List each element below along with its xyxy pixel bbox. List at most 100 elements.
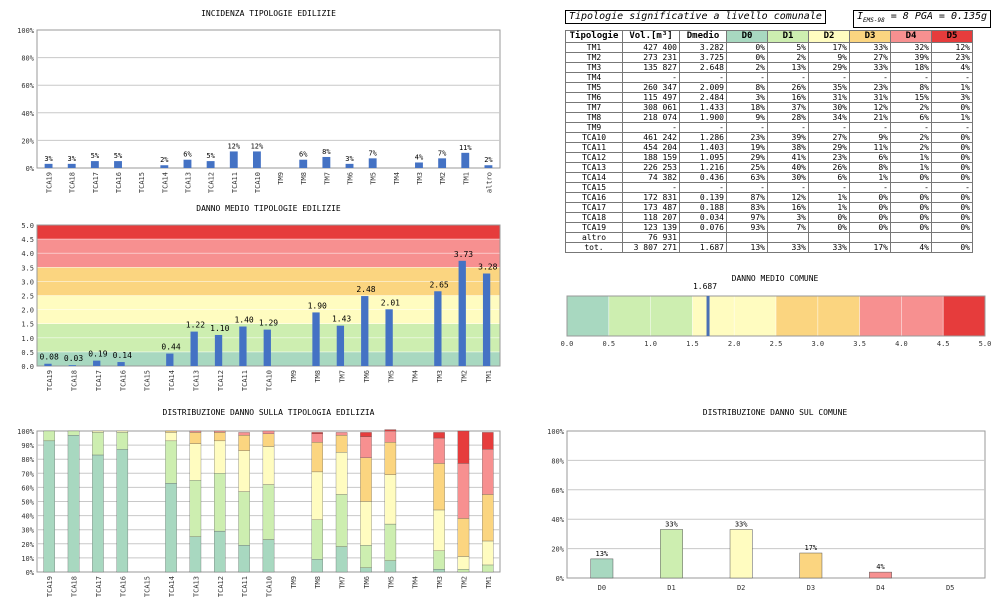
distrib-x-tick: TCA14 — [168, 576, 176, 597]
distrib-x-tick: TM4 — [412, 576, 420, 589]
danno-bar — [263, 329, 271, 366]
incidenza-x-tick: TM2 — [439, 172, 447, 185]
comune-x-tick: D0 — [598, 584, 606, 592]
distrib-x-tick: TM8 — [314, 576, 322, 589]
danno-bar — [44, 363, 52, 366]
comune-bar-D0 — [590, 558, 614, 579]
distrib-segment-D0 — [335, 546, 348, 573]
col-d1: D1 — [767, 30, 809, 43]
distrib-segment-D3 — [238, 435, 250, 451]
incidenza-chart-title: INCIDENZA TIPOLOGIE EDILIZIE — [201, 9, 336, 18]
distrib-y-tick: 10% — [21, 555, 34, 563]
col-d4: D4 — [890, 30, 932, 43]
gauge-tick: 0.5 — [602, 340, 615, 348]
danno-x-tick: TM7 — [339, 370, 347, 383]
distrib-segment-D5 — [360, 432, 372, 437]
gauge-tick: 2.5 — [770, 340, 783, 348]
incidenza-x-tick: TM4 — [393, 172, 401, 185]
distrib-segment-D2 — [92, 430, 104, 433]
danno-x-tick: TM3 — [436, 370, 444, 383]
danno-y-tick: 2.5 — [21, 293, 34, 301]
incidenza-bar-label: 4% — [415, 153, 424, 161]
distrib-segment-D1 — [335, 494, 348, 547]
distrib-x-tick: TM1 — [485, 576, 493, 589]
distrib-segment-D2 — [238, 450, 250, 492]
distrib-x-tick: TM2 — [460, 576, 468, 589]
distrib-y-tick: 100% — [17, 428, 35, 436]
comune-bar-D3 — [799, 552, 823, 579]
distrib-segment-D2 — [482, 540, 494, 566]
table-row: altro 76 931 — [565, 232, 973, 243]
danno-x-tick: TM8 — [314, 370, 322, 383]
distrib-segment-D4 — [311, 433, 323, 443]
gauge-frame — [566, 295, 986, 337]
distrib-segment-D2 — [262, 446, 275, 485]
distrib-x-tick: TM9 — [290, 576, 298, 589]
danno-x-tick: TM4 — [412, 370, 420, 383]
danno-bar — [93, 360, 101, 366]
distrib-segment-D4 — [384, 430, 397, 443]
incidenza-bar — [299, 159, 308, 168]
comune-x-tick: D5 — [946, 584, 954, 592]
incidenza-bar — [229, 151, 238, 168]
distrib-segment-D1 — [43, 430, 55, 442]
danno-y-tick: 4.5 — [21, 236, 34, 244]
danno-y-tick: 2.0 — [21, 307, 34, 315]
distrib-segment-D3 — [262, 433, 275, 447]
distrib-x-tick: TCA15 — [144, 576, 152, 597]
incidenza-x-tick: TCA19 — [46, 172, 54, 193]
incidenza-bar-label: 7% — [438, 149, 447, 157]
incidenza-bar-label: 12% — [251, 142, 264, 150]
distrib-segment-D0 — [384, 560, 397, 573]
incidenza-bar — [415, 162, 423, 168]
table-row: TM1 427 400 3.282 0% 5% 17% 33% 32% 12% — [565, 42, 973, 53]
danno-x-tick: TM6 — [363, 370, 371, 383]
gauge-band-D5 — [943, 296, 985, 336]
gauge-tick: 4.0 — [895, 340, 908, 348]
danno-medio-chart-title: DANNO MEDIO TIPOLOGIE EDILIZIE — [196, 204, 341, 213]
danno-x-tick: TM5 — [387, 370, 395, 383]
distrib-segment-D1 — [116, 432, 129, 450]
danno-y-tick: 1.5 — [21, 321, 34, 329]
distrib-segment-D5 — [482, 432, 494, 450]
danno-bar — [166, 353, 174, 366]
danno-y-tick: 3.5 — [21, 264, 34, 272]
gauge-tick: 3.5 — [853, 340, 866, 348]
distrib-segment-D4 — [189, 430, 202, 433]
incidenza-x-tick: TCA16 — [115, 172, 123, 193]
distrib-x-tick: TCA11 — [241, 576, 249, 597]
incidenza-x-tick: TCA18 — [69, 172, 77, 193]
comune-x-tick: D1 — [667, 584, 675, 592]
table-header-row: Tipologie Vol.[m³] Dmedio D0 D1 D2 D3 D4… — [565, 30, 973, 43]
distrib-segment-D4 — [335, 432, 348, 436]
danno-bar — [214, 334, 223, 366]
incidenza-x-tick: TCA14 — [161, 172, 169, 193]
comune-y-tick: 0% — [556, 575, 565, 583]
distrib-segment-D0 — [165, 483, 177, 573]
distrib-segment-D1 — [92, 432, 104, 456]
incidenza-x-tick: TM1 — [462, 172, 470, 185]
col-tipologie: Tipologie — [565, 30, 623, 43]
danno-bar — [190, 331, 198, 366]
incidenza-bar — [67, 163, 76, 168]
distrib-segment-D2 — [384, 474, 397, 525]
distrib-segment-D2 — [189, 443, 202, 481]
distrib-segment-D1 — [482, 564, 494, 573]
distrib-segment-D0 — [433, 569, 445, 573]
incidenza-x-tick: TM7 — [323, 172, 331, 185]
danno-bar-label: 0.19 — [88, 350, 107, 359]
comune-x-tick: D4 — [876, 584, 884, 592]
gauge-tick: 3.0 — [811, 340, 824, 348]
distrib-segment-D0 — [116, 449, 129, 573]
danno-bar-label: 0.44 — [161, 343, 180, 352]
distrib-segment-D5 — [384, 429, 397, 432]
distrib-segment-D3 — [335, 435, 348, 453]
incidenza-bar — [322, 156, 331, 168]
incidenza-bar-label: 12% — [227, 142, 240, 150]
danno-bar-label: 1.40 — [234, 316, 253, 325]
danno-medio-comune-title: DANNO MEDIO COMUNE — [731, 274, 819, 283]
distrib-segment-D0 — [238, 545, 250, 573]
incidenza-y-tick: 0% — [26, 165, 35, 173]
intensity-pga-value: = 8 PGA = 0.135g — [884, 11, 988, 22]
danno-bar — [482, 273, 491, 366]
